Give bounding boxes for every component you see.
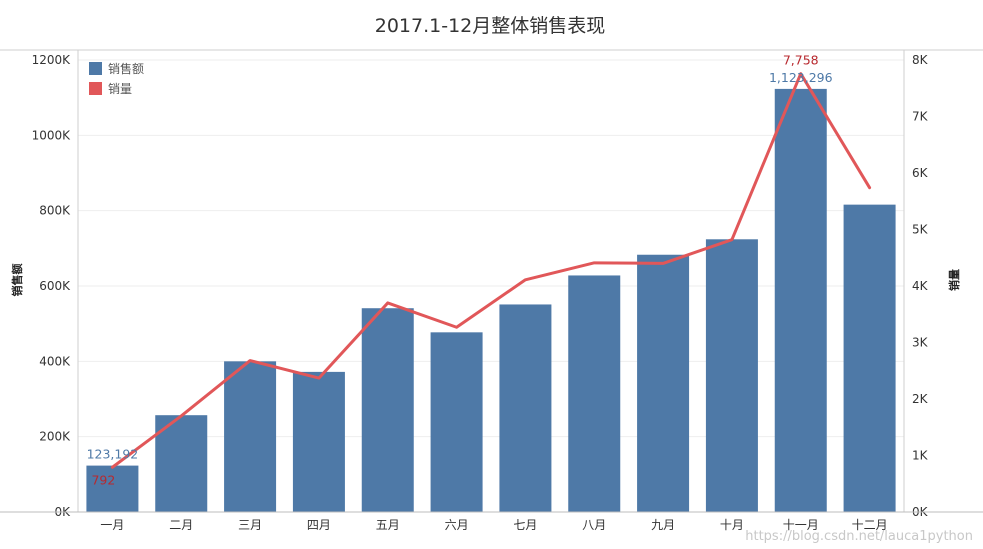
bar xyxy=(430,332,483,512)
x-tick-label: 九月 xyxy=(651,518,675,532)
legend-swatch-sales xyxy=(89,62,102,75)
axes: 0K200K400K600K800K1000K1200K0K1K2K3K4K5K… xyxy=(0,50,983,532)
x-tick-label: 二月 xyxy=(169,518,193,532)
x-tick-label: 一月 xyxy=(100,518,124,532)
legend-swatch-volume xyxy=(89,82,102,95)
y-tick-label: 400K xyxy=(39,354,71,368)
data-labels: 123,192 792 1,123,296 7,758 xyxy=(87,53,833,488)
x-tick-label: 十一月 xyxy=(783,518,819,532)
x-tick-label: 五月 xyxy=(376,518,400,532)
y2-tick-label: 2K xyxy=(912,392,929,406)
y2-tick-label: 6K xyxy=(912,166,929,180)
bar xyxy=(499,304,552,512)
legend-label-volume: 销量 xyxy=(108,82,132,96)
x-tick-label: 三月 xyxy=(238,518,262,532)
legend-label-sales: 销售额 xyxy=(108,61,144,76)
x-tick-label: 六月 xyxy=(445,518,469,532)
bar xyxy=(86,465,139,512)
x-tick-label: 八月 xyxy=(582,518,606,532)
y-tick-label: 1000K xyxy=(32,128,72,142)
bar-data-label: 123,192 xyxy=(87,447,139,462)
y2-tick-label: 3K xyxy=(912,336,929,350)
y2-axis-label: 销量 xyxy=(947,269,961,291)
bar xyxy=(568,275,621,512)
gridlines xyxy=(78,59,904,438)
x-tick-label: 七月 xyxy=(513,518,537,532)
y-tick-label: 1200K xyxy=(32,53,72,67)
x-tick-label: 四月 xyxy=(307,518,331,532)
line-data-label: 7,758 xyxy=(783,53,819,68)
bar xyxy=(361,308,414,512)
y2-tick-label: 5K xyxy=(912,223,929,237)
bar xyxy=(705,239,758,512)
watermark: https://blog.csdn.net/lauca1python xyxy=(745,529,973,544)
bar xyxy=(155,415,208,512)
bar xyxy=(292,371,345,512)
y2-tick-label: 8K xyxy=(912,53,929,67)
bar-data-label: 1,123,296 xyxy=(769,70,833,85)
bar xyxy=(843,204,896,512)
line-data-label: 792 xyxy=(91,472,115,487)
y-tick-label: 200K xyxy=(39,430,71,444)
bar xyxy=(637,254,690,512)
y2-tick-label: 7K xyxy=(912,110,929,124)
y2-tick-label: 4K xyxy=(912,279,929,293)
y-axis-label: 销售额 xyxy=(10,264,24,297)
chart-title: 2017.1-12月整体销售表现 xyxy=(375,15,606,37)
line-series xyxy=(110,72,872,469)
y-tick-label: 800K xyxy=(39,204,71,218)
line-path xyxy=(110,72,872,469)
x-tick-label: 十二月 xyxy=(852,518,888,532)
x-tick-label: 十月 xyxy=(720,518,744,532)
bar xyxy=(774,88,827,512)
bar xyxy=(224,361,277,512)
y2-tick-label: 1K xyxy=(912,449,929,463)
y-tick-label: 600K xyxy=(39,279,71,293)
bar-series xyxy=(86,88,896,512)
legend: 销售额 销量 xyxy=(89,61,144,96)
